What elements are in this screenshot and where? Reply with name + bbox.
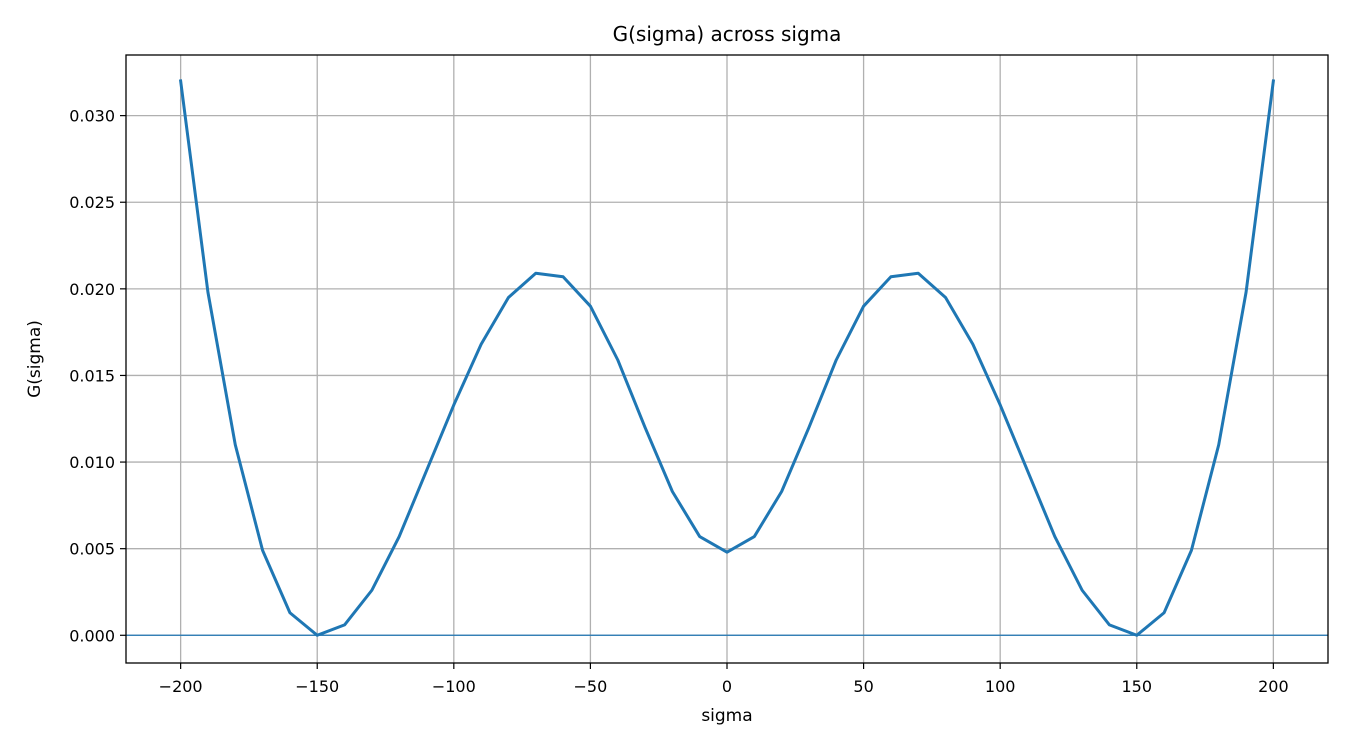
series-line — [178, 79, 1276, 637]
x-tick-label: −100 — [432, 677, 476, 696]
y-tick-label: 0.005 — [69, 540, 115, 559]
x-tick-label: −150 — [295, 677, 339, 696]
y-tick-label: 0.020 — [69, 280, 115, 299]
x-tick-label: 200 — [1258, 677, 1289, 696]
x-tick-label: 150 — [1121, 677, 1152, 696]
y-tick-label: 0.025 — [69, 193, 115, 212]
y-tick-label: 0.000 — [69, 626, 115, 645]
x-axis-ticks: −200 −150 −100 −50 0 50 100 150 200 — [159, 663, 1289, 696]
x-tick-label: 50 — [853, 677, 873, 696]
chart-title: G(sigma) across sigma — [613, 22, 842, 46]
y-axis-label: G(sigma) — [25, 320, 45, 398]
y-tick-label: 0.015 — [69, 366, 115, 385]
series-layer — [178, 79, 1276, 637]
x-tick-label: 0 — [722, 677, 732, 696]
x-tick-label: −200 — [159, 677, 203, 696]
y-tick-label: 0.010 — [69, 453, 115, 472]
grid — [126, 55, 1328, 663]
y-tick-label: 0.030 — [69, 107, 115, 126]
y-axis-ticks: 0.000 0.005 0.010 0.015 0.020 0.025 0.030 — [69, 107, 126, 645]
x-axis-label: sigma — [701, 706, 752, 726]
x-tick-label: 100 — [985, 677, 1016, 696]
x-tick-label: −50 — [574, 677, 608, 696]
